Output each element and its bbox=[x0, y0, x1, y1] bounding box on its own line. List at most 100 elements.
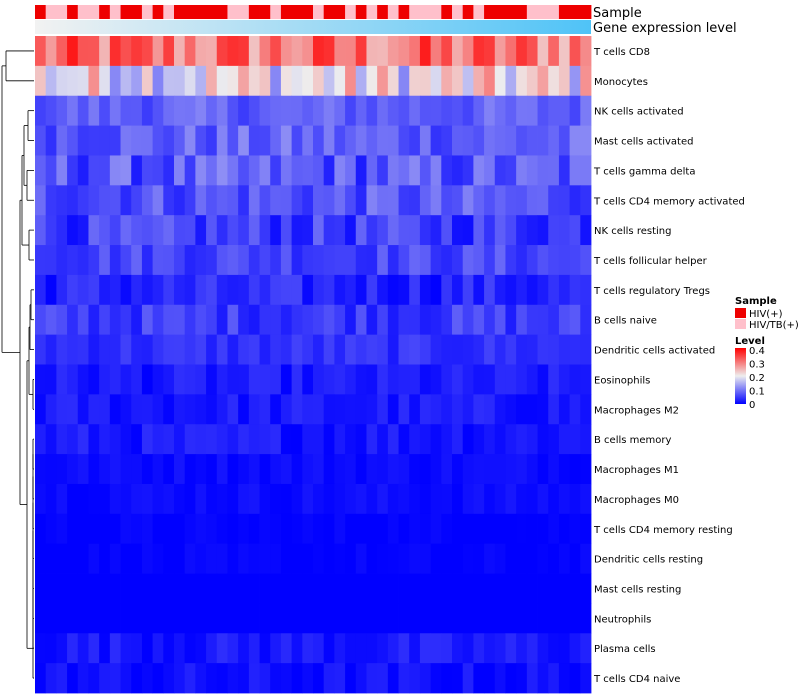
heatmap-cell bbox=[206, 603, 218, 634]
heatmap-cell bbox=[516, 95, 528, 126]
row-label: B cells naive bbox=[594, 316, 657, 327]
sample-annotation-cell bbox=[398, 5, 410, 19]
heatmap-cell bbox=[56, 155, 68, 186]
heatmap-cell bbox=[537, 304, 549, 336]
heatmap-cell bbox=[174, 603, 186, 634]
heatmap-cell bbox=[494, 125, 506, 156]
heatmap-cell bbox=[206, 36, 218, 67]
heatmap-cell bbox=[152, 304, 164, 336]
heatmap-cell bbox=[355, 364, 367, 395]
heatmap-cell bbox=[163, 364, 175, 395]
heatmap-cell bbox=[558, 215, 571, 246]
heatmap-cell bbox=[227, 185, 239, 216]
heatmap-cell bbox=[120, 334, 132, 365]
heatmap-cell bbox=[430, 304, 442, 336]
heatmap-cell bbox=[526, 364, 538, 395]
heatmap-cell bbox=[259, 663, 271, 694]
heatmap-cell bbox=[163, 334, 175, 365]
heatmap-cell bbox=[88, 65, 100, 97]
heatmap-cell bbox=[302, 573, 314, 604]
heatmap-cell bbox=[45, 513, 57, 545]
heatmap-cell bbox=[99, 633, 111, 664]
heatmap-cell bbox=[516, 125, 528, 156]
heatmap-cell bbox=[558, 95, 571, 126]
heatmap-cell bbox=[366, 543, 378, 574]
heatmap-cell bbox=[323, 155, 335, 186]
heatmap-cell bbox=[120, 185, 132, 216]
heatmap-cell bbox=[409, 155, 421, 186]
heatmap-cell bbox=[174, 65, 186, 97]
heatmap-cell bbox=[313, 125, 325, 156]
heatmap-cell bbox=[313, 424, 325, 455]
heatmap-cell bbox=[88, 304, 100, 336]
heatmap-cell bbox=[441, 245, 453, 276]
heatmap-cell bbox=[441, 65, 453, 97]
heatmap-cell bbox=[569, 245, 581, 276]
heatmap-cell bbox=[516, 513, 528, 545]
heatmap-cell bbox=[548, 36, 560, 67]
heatmap-cell bbox=[35, 155, 47, 186]
heatmap-cell bbox=[526, 603, 538, 634]
heatmap-cell bbox=[430, 95, 442, 126]
heatmap-cell bbox=[216, 633, 228, 664]
heatmap-cell bbox=[152, 394, 164, 425]
heatmap-cell bbox=[248, 603, 260, 634]
heatmap-cell bbox=[419, 185, 432, 216]
heatmap-cell bbox=[430, 364, 442, 395]
heatmap-cell bbox=[302, 95, 314, 126]
heatmap-cell bbox=[313, 633, 325, 664]
legend-label-hiv: HIV(+) bbox=[749, 309, 783, 320]
heatmap-cell bbox=[67, 334, 79, 365]
heatmap-cell bbox=[45, 334, 57, 365]
heatmap-cell bbox=[184, 215, 196, 246]
heatmap-cell bbox=[345, 36, 357, 67]
row-label: NK cells activated bbox=[594, 107, 684, 118]
heatmap-cell bbox=[355, 304, 367, 336]
heatmap-cell bbox=[109, 215, 121, 246]
heatmap-cell bbox=[195, 274, 207, 306]
heatmap-cell bbox=[377, 185, 389, 216]
heatmap-cell bbox=[548, 633, 560, 664]
heatmap-cell bbox=[184, 274, 196, 306]
heatmap-cell bbox=[99, 36, 111, 67]
heatmap-cell bbox=[441, 95, 453, 126]
heatmap-cell bbox=[441, 394, 453, 425]
heatmap-cell bbox=[366, 394, 378, 425]
heatmap-cell bbox=[516, 274, 528, 306]
heatmap-cell bbox=[56, 36, 68, 67]
heatmap-cell bbox=[109, 454, 121, 485]
heatmap-cell bbox=[505, 633, 517, 664]
heatmap-cell bbox=[494, 65, 506, 97]
heatmap-cell bbox=[462, 513, 474, 545]
heatmap-cell bbox=[35, 95, 47, 126]
heatmap-cell bbox=[419, 245, 432, 276]
heatmap-cell bbox=[238, 334, 250, 365]
heatmap-cell bbox=[291, 513, 303, 545]
heatmap-cell bbox=[441, 424, 453, 455]
heatmap-cell bbox=[398, 65, 410, 97]
heatmap-cell bbox=[526, 334, 538, 365]
heatmap-cell bbox=[131, 274, 143, 306]
heatmap-cell bbox=[494, 513, 506, 545]
level-legend-title: Level bbox=[735, 336, 765, 347]
heatmap-cell bbox=[452, 364, 464, 395]
sample-annotation-cell bbox=[302, 5, 314, 19]
heatmap-cell bbox=[77, 65, 89, 97]
heatmap-cell bbox=[238, 633, 250, 664]
heatmap-cell bbox=[131, 633, 143, 664]
heatmap-cell bbox=[355, 483, 367, 515]
heatmap-cell bbox=[473, 125, 485, 156]
heatmap-cell bbox=[569, 454, 581, 485]
heatmap-cell bbox=[334, 394, 346, 425]
heatmap-cell bbox=[109, 65, 121, 97]
heatmap-cell bbox=[270, 454, 282, 485]
heatmap-cell bbox=[419, 424, 432, 455]
heatmap-cell bbox=[174, 513, 186, 545]
heatmap-cell bbox=[558, 633, 571, 664]
heatmap-cell bbox=[558, 394, 571, 425]
heatmap-cell bbox=[548, 543, 560, 574]
heatmap-cell bbox=[238, 483, 250, 515]
heatmap-cell bbox=[473, 215, 485, 246]
heatmap-cell bbox=[99, 125, 111, 156]
heatmap-cell bbox=[355, 663, 367, 694]
